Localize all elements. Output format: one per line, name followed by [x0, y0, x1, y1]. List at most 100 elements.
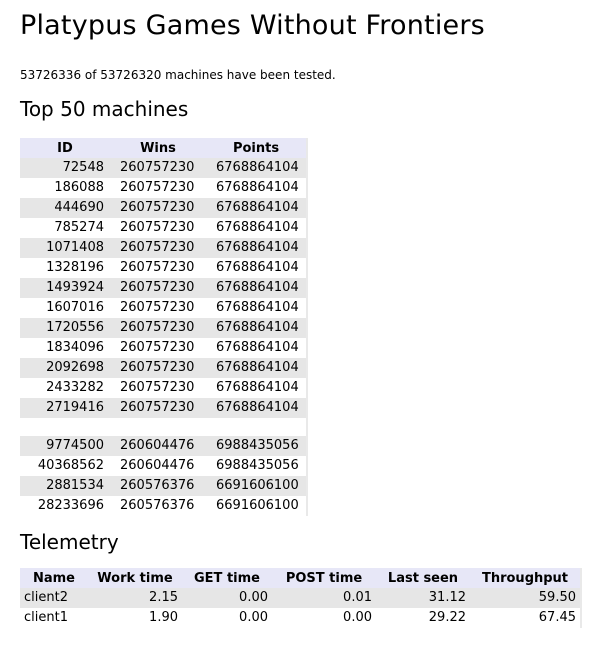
cell-wins: 260604476 — [120, 458, 195, 473]
cell-points: 6988435056 — [216, 458, 299, 473]
cell-id: 2881534 — [20, 476, 110, 496]
table-row: 1720556 260757230 6768864104 — [20, 318, 307, 338]
telemetry-heading: Telemetry — [20, 530, 119, 554]
cell-points: 6768864104 — [206, 198, 307, 218]
table-row-spacer — [20, 418, 307, 436]
cell-points: 6691606100 — [216, 498, 299, 513]
cell-id: 1493924 — [20, 278, 110, 298]
cell-get-time: 0.00 — [239, 610, 268, 625]
page: Platypus Games Without Frontiers 5372633… — [20, 10, 582, 628]
cell-id: 444690 — [20, 198, 110, 218]
cell-wins: 260757230 — [120, 300, 195, 315]
cell-throughput: 59.50 — [470, 588, 581, 608]
column-header-name: Name — [20, 568, 88, 588]
cell-id: 186088 — [54, 180, 104, 195]
table-row: 2092698 260757230 6768864104 — [20, 358, 307, 378]
cell-points: 6768864104 — [216, 220, 299, 235]
cell-post-time: 0.01 — [272, 588, 376, 608]
table-row: 28233696 260576376 6691606100 — [20, 496, 307, 516]
cell-points: 6768864104 — [216, 340, 299, 355]
cell-points: 6768864104 — [206, 318, 307, 338]
column-header-work-time: Work time — [88, 568, 182, 588]
table-row: 2881534 260576376 6691606100 — [20, 476, 307, 496]
cell-points: 6768864104 — [216, 260, 299, 275]
table-row: client2 2.15 0.00 0.01 31.12 59.50 — [20, 588, 581, 608]
cell-wins: 260757230 — [110, 398, 206, 418]
cell-wins: 260757230 — [120, 180, 195, 195]
cell-points: 6768864104 — [206, 238, 307, 258]
telemetry-table: Name Work time GET time POST time Last s… — [20, 568, 582, 628]
cell-wins: 260757230 — [120, 260, 195, 275]
table-header-row: ID Wins Points — [20, 138, 307, 158]
cell-id: 2092698 — [20, 358, 110, 378]
cell-post-time: 0.00 — [343, 610, 372, 625]
cell-get-time: 0.00 — [182, 588, 272, 608]
top-machines-body: 72548 260757230 6768864104 186088 260757230 6… — [20, 158, 307, 516]
cell-wins: 260757230 — [110, 158, 206, 178]
cell-points: 6768864104 — [216, 300, 299, 315]
cell-id: 28233696 — [37, 498, 104, 513]
cell-wins: 260757230 — [110, 318, 206, 338]
table-row: 785274 260757230 6768864104 — [20, 218, 307, 238]
cell-wins: 260576376 — [120, 498, 195, 513]
column-header-id: ID — [20, 138, 110, 158]
cell-wins: 260576376 — [110, 476, 206, 496]
table-row: 9774500 260604476 6988435056 — [20, 436, 307, 456]
cell-points: 6768864104 — [206, 158, 307, 178]
column-header-get-time: GET time — [182, 568, 272, 588]
table-header-row: Name Work time GET time POST time Last s… — [20, 568, 581, 588]
cell-id: 1720556 — [20, 318, 110, 338]
cell-wins: 260757230 — [120, 380, 195, 395]
cell-wins: 260757230 — [110, 198, 206, 218]
telemetry-body: client2 2.15 0.00 0.01 31.12 59.50 client1 1.90… — [20, 588, 581, 628]
cell-wins: 260757230 — [120, 220, 195, 235]
cell-id: 1071408 — [20, 238, 110, 258]
cell-id: 1607016 — [46, 300, 104, 315]
table-row: client1 1.90 0.00 0.00 29.22 67.45 — [20, 608, 581, 628]
cell-wins: 260757230 — [110, 238, 206, 258]
cell-points: 6988435056 — [206, 436, 307, 456]
table-row: 1493924 260757230 6768864104 — [20, 278, 307, 298]
cell-wins: 260757230 — [110, 278, 206, 298]
table-spacer-cell — [20, 418, 307, 436]
cell-id: 785274 — [54, 220, 104, 235]
cell-throughput: 67.45 — [538, 610, 576, 625]
column-header-post-time: POST time — [272, 568, 376, 588]
cell-points: 6768864104 — [206, 278, 307, 298]
column-header-last-seen: Last seen — [376, 568, 470, 588]
cell-wins: 260757230 — [120, 340, 195, 355]
column-header-wins: Wins — [110, 138, 206, 158]
cell-wins: 260604476 — [110, 436, 206, 456]
table-row: 1834096 260757230 6768864104 — [20, 338, 307, 358]
cell-points: 6768864104 — [216, 180, 299, 195]
cell-name: client1 — [24, 610, 68, 625]
cell-id: 9774500 — [20, 436, 110, 456]
cell-name: client2 — [20, 588, 88, 608]
cell-points: 6768864104 — [206, 398, 307, 418]
table-row: 72548 260757230 6768864104 — [20, 158, 307, 178]
table-row: 444690 260757230 6768864104 — [20, 198, 307, 218]
cell-id: 1834096 — [46, 340, 104, 355]
table-row: 186088 260757230 6768864104 — [20, 178, 307, 198]
cell-work-time: 1.90 — [149, 610, 178, 625]
cell-work-time: 2.15 — [88, 588, 182, 608]
table-row: 1607016 260757230 6768864104 — [20, 298, 307, 318]
cell-id: 40368562 — [37, 458, 104, 473]
cell-last-seen: 31.12 — [376, 588, 470, 608]
top-machines-heading: Top 50 machines — [20, 97, 189, 121]
top-machines-table: ID Wins Points 72548 260757230 6768864104 1… — [20, 138, 308, 516]
table-row: 40368562 260604476 6988435056 — [20, 456, 307, 476]
status-text: 53726336 of 53726320 machines have been … — [20, 68, 336, 82]
table-row: 1071408 260757230 6768864104 — [20, 238, 307, 258]
column-header-throughput: Throughput — [470, 568, 581, 588]
column-header-points: Points — [206, 138, 307, 158]
table-row: 2433282 260757230 6768864104 — [20, 378, 307, 398]
cell-last-seen: 29.22 — [428, 610, 466, 625]
table-row: 2719416 260757230 6768864104 — [20, 398, 307, 418]
cell-id: 2433282 — [46, 380, 104, 395]
cell-id: 72548 — [20, 158, 110, 178]
cell-id: 1328196 — [46, 260, 104, 275]
cell-id: 2719416 — [20, 398, 110, 418]
cell-points: 6768864104 — [216, 380, 299, 395]
cell-wins: 260757230 — [110, 358, 206, 378]
